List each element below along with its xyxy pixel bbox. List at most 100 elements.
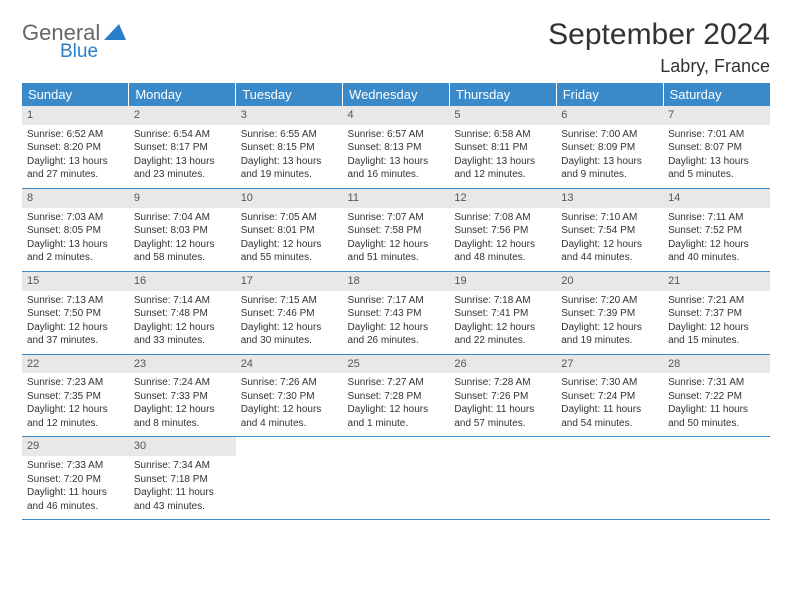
- sunset-line: Sunset: 8:20 PM: [27, 141, 124, 155]
- month-title: September 2024: [548, 18, 770, 52]
- sunset-line: Sunset: 7:18 PM: [134, 473, 231, 487]
- daylight-line: Daylight: 13 hours and 19 minutes.: [241, 155, 338, 182]
- day-body: Sunrise: 7:24 AMSunset: 7:33 PMDaylight:…: [129, 373, 236, 436]
- calendar-day-cell: 21Sunrise: 7:21 AMSunset: 7:37 PMDayligh…: [663, 271, 770, 354]
- day-body: Sunrise: 7:14 AMSunset: 7:48 PMDaylight:…: [129, 291, 236, 354]
- calendar-day-cell: [556, 437, 663, 520]
- daylight-line: Daylight: 13 hours and 16 minutes.: [348, 155, 445, 182]
- calendar-day-cell: [236, 437, 343, 520]
- sunset-line: Sunset: 8:01 PM: [241, 224, 338, 238]
- calendar-day-cell: 6Sunrise: 7:00 AMSunset: 8:09 PMDaylight…: [556, 106, 663, 188]
- sunrise-line: Sunrise: 7:15 AM: [241, 294, 338, 308]
- calendar-day-cell: 16Sunrise: 7:14 AMSunset: 7:48 PMDayligh…: [129, 271, 236, 354]
- sunrise-line: Sunrise: 7:30 AM: [561, 376, 658, 390]
- daylight-line: Daylight: 12 hours and 44 minutes.: [561, 238, 658, 265]
- calendar-week-row: 29Sunrise: 7:33 AMSunset: 7:20 PMDayligh…: [22, 437, 770, 520]
- daylight-line: Daylight: 12 hours and 55 minutes.: [241, 238, 338, 265]
- weekday-header: Monday: [129, 83, 236, 106]
- calendar-day-cell: 1Sunrise: 6:52 AMSunset: 8:20 PMDaylight…: [22, 106, 129, 188]
- sunset-line: Sunset: 7:30 PM: [241, 390, 338, 404]
- day-body: Sunrise: 6:58 AMSunset: 8:11 PMDaylight:…: [449, 125, 556, 188]
- daylight-line: Daylight: 12 hours and 4 minutes.: [241, 403, 338, 430]
- daylight-line: Daylight: 12 hours and 48 minutes.: [454, 238, 551, 265]
- sunrise-line: Sunrise: 7:10 AM: [561, 211, 658, 225]
- day-number: 24: [236, 355, 343, 374]
- sunset-line: Sunset: 7:58 PM: [348, 224, 445, 238]
- daylight-line: Daylight: 11 hours and 54 minutes.: [561, 403, 658, 430]
- day-number: 10: [236, 189, 343, 208]
- logo-word-2: Blue: [60, 42, 126, 61]
- sunrise-line: Sunrise: 7:26 AM: [241, 376, 338, 390]
- day-number: 8: [22, 189, 129, 208]
- daylight-line: Daylight: 13 hours and 5 minutes.: [668, 155, 765, 182]
- daylight-line: Daylight: 12 hours and 30 minutes.: [241, 321, 338, 348]
- calendar-day-cell: 30Sunrise: 7:34 AMSunset: 7:18 PMDayligh…: [129, 437, 236, 520]
- day-number: 21: [663, 272, 770, 291]
- day-body: Sunrise: 7:05 AMSunset: 8:01 PMDaylight:…: [236, 208, 343, 271]
- daylight-line: Daylight: 13 hours and 12 minutes.: [454, 155, 551, 182]
- day-number: 5: [449, 106, 556, 125]
- daylight-line: Daylight: 12 hours and 19 minutes.: [561, 321, 658, 348]
- sunrise-line: Sunrise: 7:28 AM: [454, 376, 551, 390]
- calendar-day-cell: 19Sunrise: 7:18 AMSunset: 7:41 PMDayligh…: [449, 271, 556, 354]
- sunrise-line: Sunrise: 6:58 AM: [454, 128, 551, 142]
- calendar-day-cell: 11Sunrise: 7:07 AMSunset: 7:58 PMDayligh…: [343, 188, 450, 271]
- day-number: 6: [556, 106, 663, 125]
- sunset-line: Sunset: 7:41 PM: [454, 307, 551, 321]
- sunset-line: Sunset: 7:37 PM: [668, 307, 765, 321]
- sunset-line: Sunset: 7:56 PM: [454, 224, 551, 238]
- logo: General Blue: [22, 18, 126, 61]
- calendar-day-cell: 27Sunrise: 7:30 AMSunset: 7:24 PMDayligh…: [556, 354, 663, 437]
- daylight-line: Daylight: 11 hours and 57 minutes.: [454, 403, 551, 430]
- daylight-line: Daylight: 12 hours and 40 minutes.: [668, 238, 765, 265]
- day-number: 7: [663, 106, 770, 125]
- sunset-line: Sunset: 8:05 PM: [27, 224, 124, 238]
- sunrise-line: Sunrise: 7:13 AM: [27, 294, 124, 308]
- sunset-line: Sunset: 8:11 PM: [454, 141, 551, 155]
- sunset-line: Sunset: 8:09 PM: [561, 141, 658, 155]
- sunset-line: Sunset: 7:39 PM: [561, 307, 658, 321]
- weekday-header-row: Sunday Monday Tuesday Wednesday Thursday…: [22, 83, 770, 106]
- day-body: Sunrise: 7:20 AMSunset: 7:39 PMDaylight:…: [556, 291, 663, 354]
- day-number: 25: [343, 355, 450, 374]
- day-body: Sunrise: 7:18 AMSunset: 7:41 PMDaylight:…: [449, 291, 556, 354]
- sunrise-line: Sunrise: 7:04 AM: [134, 211, 231, 225]
- sunset-line: Sunset: 7:33 PM: [134, 390, 231, 404]
- calendar-week-row: 15Sunrise: 7:13 AMSunset: 7:50 PMDayligh…: [22, 271, 770, 354]
- calendar-day-cell: [449, 437, 556, 520]
- title-block: September 2024 Labry, France: [548, 18, 770, 77]
- sunrise-line: Sunrise: 7:11 AM: [668, 211, 765, 225]
- day-body: Sunrise: 7:15 AMSunset: 7:46 PMDaylight:…: [236, 291, 343, 354]
- calendar-day-cell: 2Sunrise: 6:54 AMSunset: 8:17 PMDaylight…: [129, 106, 236, 188]
- sunrise-line: Sunrise: 7:20 AM: [561, 294, 658, 308]
- sunset-line: Sunset: 7:24 PM: [561, 390, 658, 404]
- daylight-line: Daylight: 12 hours and 8 minutes.: [134, 403, 231, 430]
- sunrise-line: Sunrise: 7:18 AM: [454, 294, 551, 308]
- daylight-line: Daylight: 13 hours and 2 minutes.: [27, 238, 124, 265]
- calendar-day-cell: 13 Sunrise: 7:10 AMSunset: 7:54 PMDayligh…: [556, 188, 663, 271]
- sunset-line: Sunset: 7:48 PM: [134, 307, 231, 321]
- day-number: 19: [449, 272, 556, 291]
- day-body: Sunrise: 7:30 AMSunset: 7:24 PMDaylight:…: [556, 373, 663, 436]
- day-body: Sunrise: 6:52 AMSunset: 8:20 PMDaylight:…: [22, 125, 129, 188]
- day-body: Sunrise: 7:08 AMSunset: 7:56 PMDaylight:…: [449, 208, 556, 271]
- sunset-line: Sunset: 7:28 PM: [348, 390, 445, 404]
- day-number: 11: [343, 189, 450, 208]
- daylight-line: Daylight: 12 hours and 12 minutes.: [27, 403, 124, 430]
- day-body: Sunrise: 7:34 AMSunset: 7:18 PMDaylight:…: [129, 456, 236, 519]
- calendar-table: Sunday Monday Tuesday Wednesday Thursday…: [22, 83, 770, 520]
- day-number: 28: [663, 355, 770, 374]
- calendar-day-cell: 17Sunrise: 7:15 AMSunset: 7:46 PMDayligh…: [236, 271, 343, 354]
- sunrise-line: Sunrise: 7:00 AM: [561, 128, 658, 142]
- day-number: 3: [236, 106, 343, 125]
- day-number: 13: [556, 189, 663, 208]
- calendar-day-cell: 3Sunrise: 6:55 AMSunset: 8:15 PMDaylight…: [236, 106, 343, 188]
- sunset-line: Sunset: 7:54 PM: [561, 224, 658, 238]
- weekday-header: Saturday: [663, 83, 770, 106]
- sunrise-line: Sunrise: 7:05 AM: [241, 211, 338, 225]
- day-body: Sunrise: 7:17 AMSunset: 7:43 PMDaylight:…: [343, 291, 450, 354]
- sunrise-line: Sunrise: 7:23 AM: [27, 376, 124, 390]
- sunrise-line: Sunrise: 6:54 AM: [134, 128, 231, 142]
- day-number: 14: [663, 189, 770, 208]
- calendar-day-cell: 15Sunrise: 7:13 AMSunset: 7:50 PMDayligh…: [22, 271, 129, 354]
